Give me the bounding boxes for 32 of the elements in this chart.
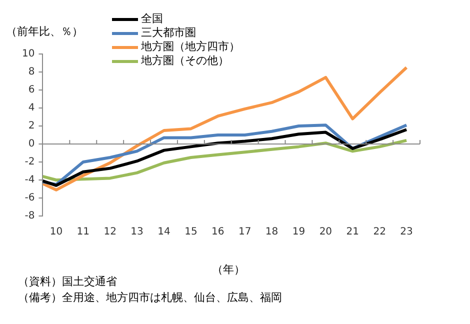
legend-label: 全国: [141, 12, 163, 26]
legend-label: 三大都市圏: [141, 26, 196, 40]
y-tick-label: -2: [24, 156, 35, 168]
x-tick-label: 12: [104, 226, 116, 238]
y-tick-label: 10: [22, 48, 35, 60]
x-tick-label: 16: [212, 226, 224, 238]
x-tick-label: 23: [400, 226, 413, 238]
x-tick-label: 18: [265, 226, 278, 238]
text: （備考）全用途、地方四市は札幌、仙台、広島、福岡: [18, 290, 282, 306]
x-tick-label: 21: [346, 226, 359, 238]
y-tick-label: 6: [28, 84, 35, 96]
x-tick-label: 22: [373, 226, 386, 238]
x-tick-label: 20: [319, 226, 332, 238]
legend-label: 地方圏（地方四市）: [141, 40, 240, 54]
x-tick-label: 10: [50, 226, 63, 238]
legend-label: 地方圏（その他）: [141, 54, 229, 68]
y-tick-label: 2: [28, 120, 35, 132]
y-axis-title: （前年比、％）: [6, 24, 83, 39]
y-tick-label: -4: [24, 174, 35, 186]
text: （資料）国土交通省: [18, 275, 117, 288]
y-tick-label: 4: [28, 102, 35, 114]
x-tick-label: 14: [158, 226, 170, 238]
x-tick-label: 11: [76, 226, 90, 238]
y-tick-label: -6: [24, 192, 35, 204]
x-axis-title: （年）: [212, 262, 245, 277]
x-tick-label: 17: [238, 226, 252, 238]
x-tick-label: 13: [130, 226, 144, 238]
x-tick-label: 15: [184, 226, 198, 238]
y-tick-label: -8: [24, 210, 35, 222]
x-tick-label: 19: [292, 226, 306, 238]
y-tick-label: 0: [28, 138, 35, 150]
y-tick-label: 8: [28, 66, 35, 78]
